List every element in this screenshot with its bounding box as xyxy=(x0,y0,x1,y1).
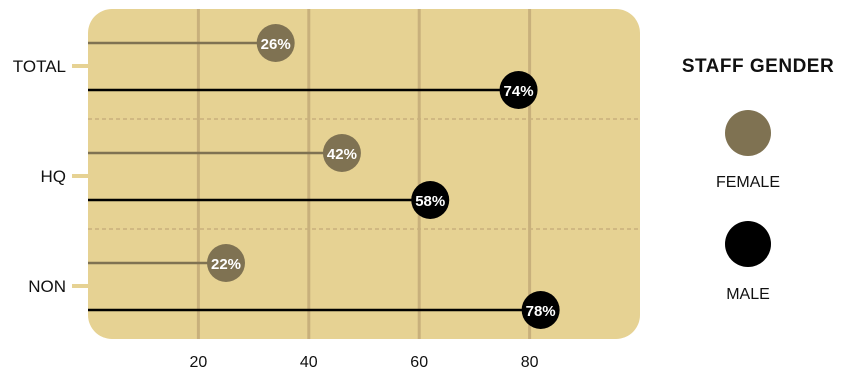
dot-male-total xyxy=(499,71,538,109)
legend-label-female: FEMALE xyxy=(715,174,780,191)
x-tick-label: 20 xyxy=(190,354,208,371)
category-label-hq: HQ xyxy=(41,167,67,186)
dot-female-non xyxy=(207,244,245,282)
value-label-female-hq: 42% xyxy=(327,146,357,163)
dot-male-non xyxy=(521,291,560,329)
legend-label-male: MALE xyxy=(726,286,770,303)
legend-dot-male xyxy=(725,221,771,267)
category-label-non: NON xyxy=(28,277,66,296)
dot-female-total xyxy=(256,24,295,62)
chart-gridlines xyxy=(196,9,532,339)
legend: STAFF GENDER FEMALE MALE xyxy=(668,0,848,372)
category-separators xyxy=(88,118,640,230)
chart: TOTAL HQ NON 26% 42% 22% 74% 58% 78% 20 40 60 80 xyxy=(13,9,640,371)
category-label-total: TOTAL xyxy=(13,57,66,76)
legend-title: STAFF GENDER xyxy=(681,56,835,77)
value-label-male-hq: 58% xyxy=(415,193,445,210)
x-tick-label: 40 xyxy=(300,354,318,371)
chart-series: 26% 42% 22% 74% 58% 78% xyxy=(88,24,560,329)
value-label-male-total: 74% xyxy=(504,83,534,100)
value-label-female-total: 26% xyxy=(261,36,291,53)
x-tick-label: 80 xyxy=(521,354,539,371)
dot-male-hq xyxy=(411,181,450,219)
x-axis: 20 40 60 80 xyxy=(190,354,539,371)
legend-dot-female xyxy=(725,110,771,156)
value-label-female-non: 22% xyxy=(211,256,241,273)
category-axis: TOTAL HQ NON xyxy=(13,57,88,296)
dot-female-hq xyxy=(322,134,361,172)
chart-panel xyxy=(88,9,640,339)
value-label-male-non: 78% xyxy=(526,303,556,320)
x-tick-label: 60 xyxy=(410,354,428,371)
